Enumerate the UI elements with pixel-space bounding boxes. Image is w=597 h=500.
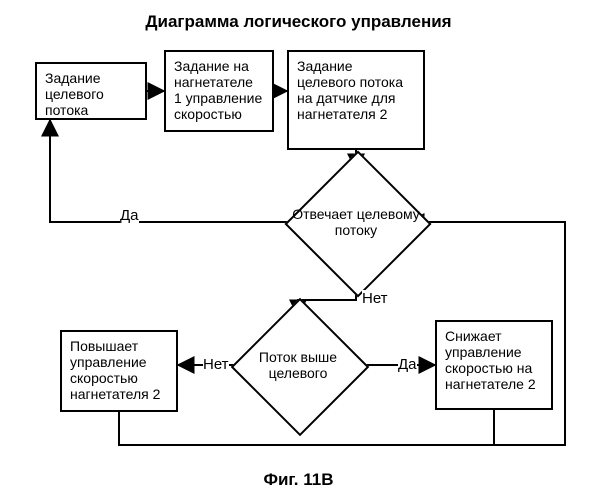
node-text: Снижает управление скоростью на нагнетат… (445, 328, 543, 392)
flowchart-canvas: Диаграмма логического управления Задание… (0, 0, 597, 500)
decision-text: Поток выше целевого (232, 299, 365, 432)
node-text: Задание целевого потока на датчике для н… (297, 58, 415, 122)
node-set-target-flow: Задание целевого потока (35, 62, 147, 120)
decision-flow-above-target: Поток выше целевого (232, 299, 365, 432)
figure-caption: Фиг. 11В (0, 470, 597, 490)
node-text: Задание целевого потока (45, 70, 137, 118)
node-blower1-speed-setpoint: Задание на нагнетателе 1 управление скор… (164, 50, 274, 132)
diagram-title-text: Диаграмма логического управления (145, 12, 451, 31)
node-target-flow-on-sensor: Задание целевого потока на датчике для н… (287, 50, 425, 150)
node-text: Задание на нагнетателе 1 управление скор… (174, 58, 264, 122)
decision-meets-target-flow: Отвечает целевому потоку (285, 151, 426, 292)
node-text: Повышает управление скоростью нагнетател… (70, 338, 168, 402)
node-increase-blower2-speed: Повышает управление скоростью нагнетател… (60, 330, 178, 412)
edge-label-yes-1: Да (120, 207, 139, 224)
diagram-title: Диаграмма логического управления (0, 12, 597, 32)
edge-label-yes-2: Да (398, 356, 417, 373)
decision-text: Отвечает целевому потоку (285, 151, 426, 292)
edge-label-no-1: Нет (362, 290, 388, 307)
node-decrease-blower2-speed: Снижает управление скоростью на нагнетат… (435, 320, 553, 410)
edge-label-no-2: Нет (203, 356, 229, 373)
figure-caption-text: Фиг. 11В (263, 470, 333, 489)
